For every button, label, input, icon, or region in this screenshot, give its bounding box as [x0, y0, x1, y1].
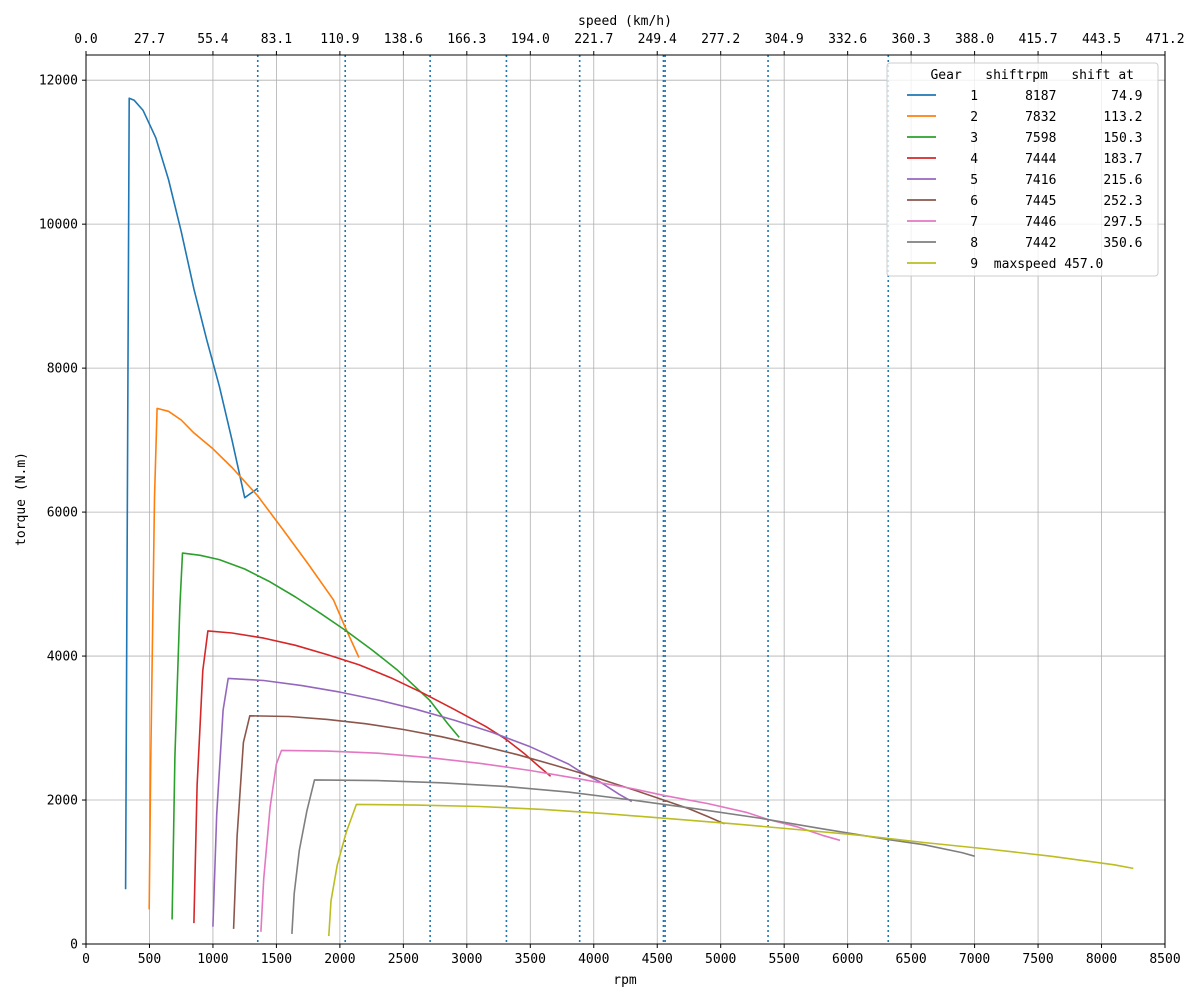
plot-border: [85, 54, 1166, 945]
y-tick-label: 10000: [39, 218, 78, 233]
legend-header: Gear shiftrpm shift at: [907, 68, 1134, 83]
legend-label-gear-6: 6 7445 252.3: [939, 194, 1143, 209]
x-tick-label: 1000: [197, 952, 228, 967]
top-tick-label: 0.0: [74, 32, 97, 47]
plot-frame: [85, 54, 1166, 945]
top-tick-label: 221.7: [574, 32, 613, 47]
y-tick-label: 6000: [47, 506, 78, 521]
y-tick-label: 0: [70, 938, 78, 953]
y-tick-label: 8000: [47, 362, 78, 377]
top-tick-label: 27.7: [134, 32, 165, 47]
y-tick-label: 12000: [39, 74, 78, 89]
x-tick-label: 2000: [324, 952, 355, 967]
series-line-gear-8: [291, 779, 975, 934]
legend-label-gear-1: 1 8187 74.9: [939, 89, 1143, 104]
top-tick-label: 110.9: [320, 32, 359, 47]
x-tick-label: 7500: [1022, 952, 1053, 967]
x-tick-label: 6000: [832, 952, 863, 967]
top-tick-label: 388.0: [955, 32, 994, 47]
series-lines: [124, 97, 1134, 937]
x-tick-label: 7000: [959, 952, 990, 967]
x-tick-label: 2500: [388, 952, 419, 967]
x-tick-label: 4000: [578, 952, 609, 967]
top-tick-label: 443.5: [1082, 32, 1121, 47]
x-tick-label: 1500: [261, 952, 292, 967]
series-line-gear-6: [232, 714, 725, 929]
legend-label-gear-3: 3 7598 150.3: [939, 131, 1143, 146]
top-tick-label: 138.6: [384, 32, 423, 47]
x-tick-label: 500: [138, 952, 161, 967]
top-tick-label: 166.3: [447, 32, 486, 47]
x-tick-label: 0: [82, 952, 90, 967]
x-axis-title: rpm: [613, 973, 637, 988]
legend-label-gear-9: 9 maxspeed 457.0: [939, 257, 1103, 272]
legend-label-gear-8: 8 7442 350.6: [939, 236, 1143, 251]
series-line-gear-3: [171, 552, 460, 920]
top-tick-label: 83.1: [261, 32, 292, 47]
top-tick-label: 194.0: [511, 32, 550, 47]
top-tick-label: 332.6: [828, 32, 867, 47]
legend-label-gear-5: 5 7416 215.6: [939, 173, 1143, 188]
x-tick-label: 5500: [769, 952, 800, 967]
top-tick-label: 415.7: [1018, 32, 1057, 47]
legend-box: [886, 62, 1159, 277]
legend-label-gear-4: 4 7444 183.7: [939, 152, 1143, 167]
x-tick-label: 8000: [1086, 952, 1117, 967]
x-tick-label: 5000: [705, 952, 736, 967]
series-line-gear-4: [193, 630, 552, 924]
y-tick-label: 2000: [47, 794, 78, 809]
top-tick-label: 304.9: [765, 32, 804, 47]
y-tick-label: 4000: [47, 650, 78, 665]
x-tick-label: 4500: [642, 952, 673, 967]
legend-label-gear-2: 2 7832 113.2: [939, 110, 1143, 125]
legend-label-gear-7: 7 7446 297.5: [939, 215, 1143, 230]
axis-ticks: 0 500 1000 1500 2000 2500 3000 3500 4000 4500 5000…: [39, 32, 1185, 967]
top-tick-label: 249.4: [638, 32, 677, 47]
top-tick-label: 277.2: [701, 32, 740, 47]
top-tick-label: 360.3: [892, 32, 931, 47]
top-axis-title: speed (km/h): [578, 14, 672, 29]
x-tick-label: 6500: [895, 952, 926, 967]
series-line-gear-2: [148, 407, 360, 910]
top-tick-label: 471.2: [1145, 32, 1184, 47]
series-line-gear-1: [124, 97, 259, 890]
x-tick-label: 8500: [1149, 952, 1180, 967]
top-tick-label: 55.4: [197, 32, 228, 47]
series-line-gear-9: [328, 803, 1134, 937]
legend: Gear shiftrpm shift at 1 8187 74.9 2 783…: [886, 62, 1159, 277]
y-axis-title: torque (N.m): [14, 452, 29, 546]
x-tick-label: 3500: [515, 952, 546, 967]
x-tick-label: 3000: [451, 952, 482, 967]
